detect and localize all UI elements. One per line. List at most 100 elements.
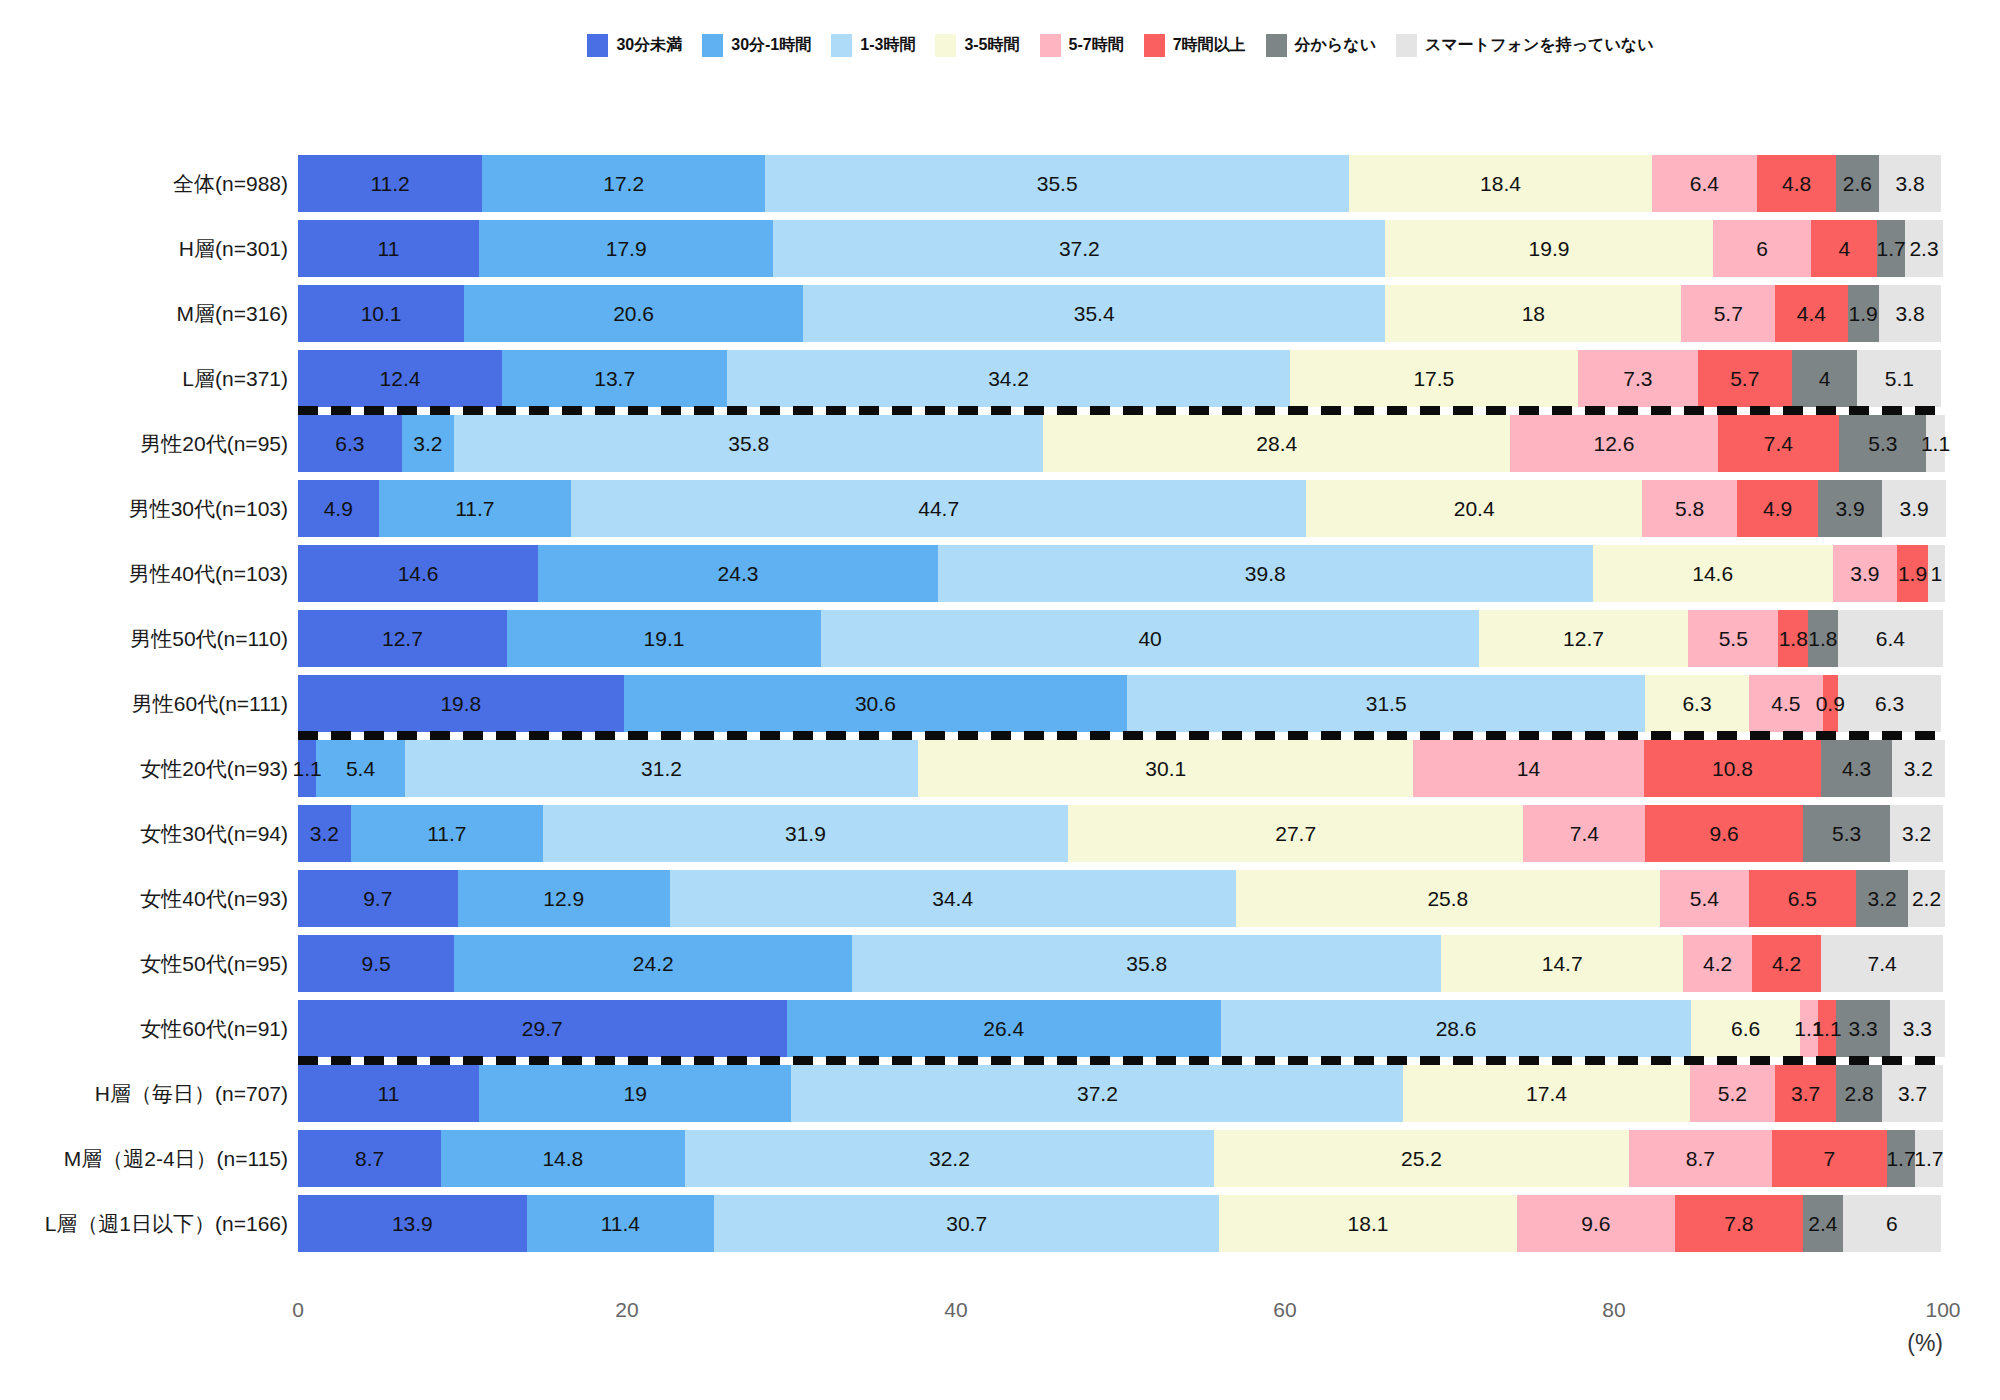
segment-value-label: 24.3 [718, 563, 759, 584]
segment-value-label: 34.2 [988, 368, 1029, 389]
category-label: 男性40代(n=103) [129, 545, 288, 602]
segment-value-label: 12.6 [1594, 433, 1635, 454]
segment-value-label: 19 [624, 1083, 647, 1104]
bar-segment: 18.1 [1219, 1195, 1517, 1252]
x-axis-tick-label: 80 [1602, 1298, 1625, 1322]
x-axis-tick-label: 40 [944, 1298, 967, 1322]
segment-value-label: 4.9 [324, 498, 353, 519]
bar-segment: 28.6 [1221, 1000, 1691, 1057]
segment-value-label: 35.8 [1126, 953, 1167, 974]
bar-row: H層(n=301)1117.937.219.9641.72.3 [298, 220, 1943, 277]
segment-value-label: 11 [378, 1083, 400, 1104]
segment-value-label: 4.9 [1763, 498, 1792, 519]
segment-value-label: 7.3 [1623, 368, 1652, 389]
segment-value-label: 4.4 [1797, 303, 1826, 324]
segment-value-label: 14.7 [1542, 953, 1583, 974]
segment-value-label: 11.2 [370, 173, 409, 194]
bar-row: 全体(n=988)11.217.235.518.46.44.82.63.8 [298, 155, 1943, 212]
bar-segment: 25.8 [1236, 870, 1660, 927]
x-axis-unit-label: (%) [298, 1330, 1943, 1357]
segment-value-label: 5.4 [1690, 888, 1719, 909]
bar-row: 男性60代(n=111)19.830.631.56.34.50.96.3 [298, 675, 1943, 732]
bar-row: M層(n=316)10.120.635.4185.74.41.93.8 [298, 285, 1943, 342]
bar-segment: 7 [1772, 1130, 1887, 1187]
bar-segment: 3.2 [1892, 740, 1945, 797]
segment-value-label: 35.5 [1037, 173, 1078, 194]
bar-segment: 12.6 [1510, 415, 1717, 472]
segment-value-label: 17.4 [1526, 1083, 1567, 1104]
bar-segment: 5.3 [1839, 415, 1926, 472]
bar-segment: 11.7 [351, 805, 543, 862]
bar-segment: 7.3 [1578, 350, 1698, 407]
group-separator-dashed-line [298, 1056, 1948, 1065]
segment-value-label: 6.3 [1682, 693, 1711, 714]
bar-segment: 44.7 [571, 480, 1306, 537]
segment-value-label: 3.3 [1903, 1018, 1932, 1039]
bar-segment: 5.4 [316, 740, 405, 797]
bar-segment: 2.2 [1908, 870, 1944, 927]
segment-value-label: 12.4 [380, 368, 421, 389]
segment-value-label: 5.7 [1730, 368, 1759, 389]
bar-segment: 1 [1928, 545, 1944, 602]
segment-value-label: 1.7 [1914, 1148, 1943, 1169]
bar-segment: 10.1 [298, 285, 464, 342]
bar-segment: 5.8 [1642, 480, 1737, 537]
bar-segment: 25.2 [1214, 1130, 1629, 1187]
bar-segment: 30.7 [714, 1195, 1219, 1252]
segment-value-label: 12.7 [1563, 628, 1604, 649]
group-separator-dashed-line [298, 731, 1948, 740]
bar-segment: 27.7 [1068, 805, 1524, 862]
bar-segment: 35.5 [765, 155, 1349, 212]
segment-value-label: 19.1 [644, 628, 685, 649]
bar-row: 女性50代(n=95)9.524.235.814.74.24.27.4 [298, 935, 1943, 992]
bar-segment: 7.8 [1675, 1195, 1803, 1252]
segment-value-label: 1.7 [1877, 238, 1906, 259]
segment-value-label: 5.4 [346, 758, 375, 779]
segment-value-label: 5.1 [1885, 368, 1914, 389]
bar-row: L層（週1日以下）(n=166)13.911.430.718.19.67.82.… [298, 1195, 1943, 1252]
bar-segment: 4.8 [1757, 155, 1836, 212]
bar-segment: 4.4 [1775, 285, 1847, 342]
segment-value-label: 3.2 [1868, 888, 1897, 909]
category-label: L層(n=371) [182, 350, 288, 407]
plot-area: 全体(n=988)11.217.235.518.46.44.82.63.8 H層(… [298, 0, 1943, 1400]
segment-value-label: 3.2 [413, 433, 442, 454]
segment-value-label: 4.2 [1703, 953, 1732, 974]
segment-value-label: 20.4 [1454, 498, 1495, 519]
segment-value-label: 3.7 [1898, 1083, 1927, 1104]
bar-segment: 1.1 [1926, 415, 1944, 472]
bar-segment: 3.9 [1818, 480, 1882, 537]
bar-row: 男性40代(n=103)14.624.339.814.63.91.91 [298, 545, 1943, 602]
segment-value-label: 6.4 [1876, 628, 1905, 649]
bar-segment: 6.3 [298, 415, 402, 472]
bar-segment: 14.6 [1593, 545, 1833, 602]
bar-segment: 5.1 [1857, 350, 1941, 407]
bar-segment: 9.5 [298, 935, 454, 992]
segment-value-label: 9.6 [1581, 1213, 1610, 1234]
bar-segment: 6.3 [1645, 675, 1749, 732]
bar-segment: 4.2 [1752, 935, 1821, 992]
bar-segment: 8.7 [298, 1130, 441, 1187]
segment-value-label: 44.7 [918, 498, 959, 519]
segment-value-label: 31.5 [1366, 693, 1407, 714]
bar-segment: 7.4 [1821, 935, 1943, 992]
segment-value-label: 18 [1522, 303, 1545, 324]
segment-value-label: 3.9 [1835, 498, 1864, 519]
segment-value-label: 18.1 [1348, 1213, 1389, 1234]
bar-segment: 8.7 [1629, 1130, 1772, 1187]
bar-segment: 4 [1792, 350, 1858, 407]
bar-segment: 37.2 [791, 1065, 1403, 1122]
segment-value-label: 7 [1824, 1148, 1836, 1169]
bar-segment: 3.9 [1882, 480, 1946, 537]
bar-segment: 12.4 [298, 350, 502, 407]
bar-segment: 3.9 [1833, 545, 1897, 602]
segment-value-label: 1.8 [1808, 628, 1837, 649]
segment-value-label: 10.8 [1712, 758, 1753, 779]
bar-row: 男性20代(n=95)6.33.235.828.412.67.45.31.1 [298, 415, 1943, 472]
bar-segment: 31.9 [543, 805, 1068, 862]
bar-segment: 1.7 [1877, 220, 1905, 277]
segment-value-label: 5.3 [1832, 823, 1861, 844]
bar-segment: 6.4 [1652, 155, 1757, 212]
bar-segment: 20.4 [1306, 480, 1642, 537]
segment-value-label: 9.6 [1710, 823, 1739, 844]
